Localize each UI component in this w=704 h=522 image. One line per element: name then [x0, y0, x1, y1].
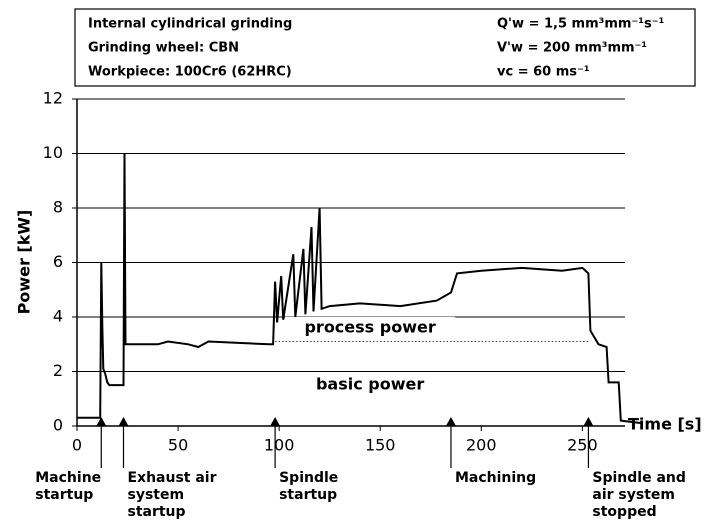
- power-line: [77, 153, 644, 425]
- info-text: V'w = 200 mm³mm⁻¹: [497, 41, 647, 56]
- info-box: [74, 8, 696, 87]
- y-tick-label: 2: [53, 361, 63, 380]
- annotation-text: air system: [592, 487, 675, 503]
- label-background: [285, 316, 456, 339]
- annotation-text: startup: [35, 487, 93, 503]
- y-tick-label: 0: [53, 416, 63, 435]
- x-tick-label: 200: [466, 436, 497, 455]
- annotation-text: Machine: [35, 470, 101, 486]
- y-tick-label: 4: [53, 307, 63, 326]
- x-tick-label: 0: [72, 436, 82, 455]
- x-tick-label: 250: [567, 436, 598, 455]
- annotation-text: system: [127, 487, 184, 503]
- info-text: Workpiece: 100Cr6 (62HRC): [88, 65, 292, 80]
- info-text: Internal cylindrical grinding: [88, 17, 292, 32]
- y-tick-label: 10: [43, 143, 63, 162]
- x-tick-label: 100: [264, 436, 295, 455]
- info-text: vc = 60 ms⁻¹: [497, 65, 590, 80]
- annotation-text: Exhaust air: [127, 470, 216, 486]
- y-tick-label: 6: [53, 252, 63, 271]
- y-axis-label: Power [kW]: [15, 210, 34, 315]
- annotation-text: startup: [127, 504, 185, 520]
- annotation-text: stopped: [592, 504, 656, 520]
- x-tick-label: 150: [365, 436, 396, 455]
- x-axis-label: Time [s]: [628, 415, 702, 434]
- label-background: [285, 374, 456, 397]
- annotation-text: startup: [279, 487, 337, 503]
- y-tick-label: 12: [43, 89, 63, 108]
- info-text: Q'w = 1,5 mm³mm⁻¹s⁻¹: [497, 17, 664, 32]
- annotation-text: Machining: [455, 470, 536, 486]
- region-label: basic power: [316, 375, 424, 394]
- region-label: process power: [304, 317, 435, 336]
- annotation-text: Spindle: [279, 470, 338, 486]
- y-tick-label: 8: [53, 198, 63, 217]
- info-text: Grinding wheel: CBN: [88, 41, 239, 56]
- x-tick-label: 50: [168, 436, 188, 455]
- annotation-text: Spindle and: [592, 470, 686, 486]
